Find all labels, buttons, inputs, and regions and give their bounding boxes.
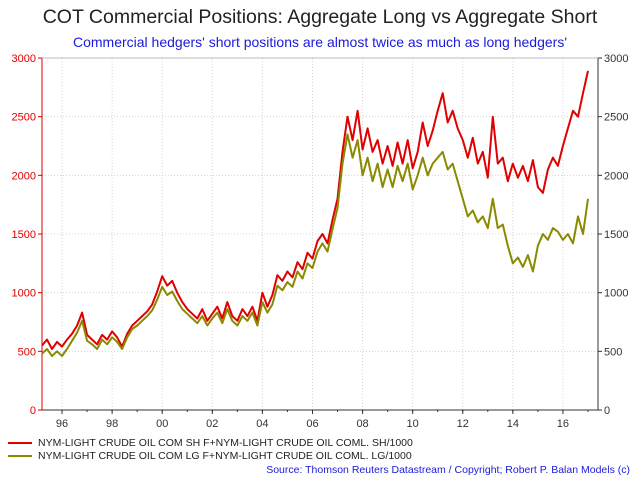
x-tick-label: 96 xyxy=(56,418,68,430)
y-tick-label-left: 2000 xyxy=(12,170,36,182)
y-tick-label-left: 2500 xyxy=(12,112,36,124)
legend-label-short: NYM-LIGHT CRUDE OIL COM SH F+NYM-LIGHT C… xyxy=(38,436,413,449)
x-tick-label: 02 xyxy=(206,418,218,430)
x-tick-label: 16 xyxy=(557,418,569,430)
y-tick-label-right: 2500 xyxy=(604,112,628,124)
long-positions-line xyxy=(41,133,589,357)
x-tick-label: 12 xyxy=(457,418,469,430)
legend-item-short: NYM-LIGHT CRUDE OIL COM SH F+NYM-LIGHT C… xyxy=(8,436,413,449)
y-tick-label-right: 3000 xyxy=(604,53,628,65)
y-tick-label-right: 2000 xyxy=(604,170,628,182)
y-tick-label-left: 0 xyxy=(30,405,36,417)
x-tick-label: 06 xyxy=(306,418,318,430)
y-tick-label-left: 1000 xyxy=(12,288,36,300)
y-tick-label-left: 500 xyxy=(18,346,36,358)
chart-title: COT Commercial Positions: Aggregate Long… xyxy=(42,6,598,28)
y-tick-label-left: 3000 xyxy=(12,53,36,65)
x-tick-label: 98 xyxy=(106,418,118,430)
x-tick-label: 14 xyxy=(507,418,519,430)
x-tick-label: 08 xyxy=(356,418,368,430)
legend-swatch-short xyxy=(8,441,32,444)
y-tick-label-left: 1500 xyxy=(12,229,36,241)
y-tick-label-right: 500 xyxy=(604,346,622,358)
legend-swatch-long xyxy=(8,454,32,457)
x-tick-label: 10 xyxy=(407,418,419,430)
x-tick-label: 04 xyxy=(256,418,268,430)
x-tick-label: 00 xyxy=(156,418,168,430)
legend-label-long: NYM-LIGHT CRUDE OIL COM LG F+NYM-LIGHT C… xyxy=(38,449,412,462)
short-positions-line xyxy=(41,70,589,350)
source-credit: Source: Thomson Reuters Datastream / Cop… xyxy=(266,464,630,476)
y-tick-label-right: 1500 xyxy=(604,229,628,241)
y-tick-label-right: 1000 xyxy=(604,288,628,300)
legend: NYM-LIGHT CRUDE OIL COM SH F+NYM-LIGHT C… xyxy=(8,436,413,462)
legend-item-long: NYM-LIGHT CRUDE OIL COM LG F+NYM-LIGHT C… xyxy=(8,449,413,462)
chart-subtitle: Commercial hedgers' short positions are … xyxy=(72,34,567,50)
y-tick-label-right: 0 xyxy=(604,405,610,417)
